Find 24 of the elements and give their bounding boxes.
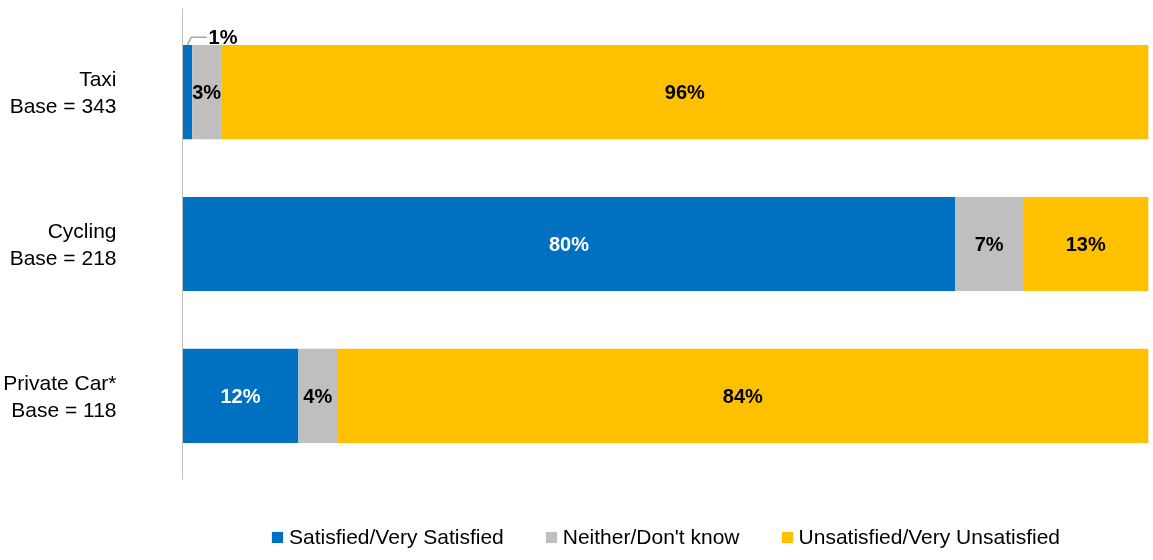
y-tick-label: Taxi Base = 343 — [9, 66, 117, 118]
y-tick-label: Cycling Base = 218 — [9, 218, 117, 270]
data-label: 96% — [664, 81, 706, 104]
legend-label: Unsatisfied/Very Unsatisfied — [798, 525, 1061, 549]
legend-label: Satisfied/Very Satisfied — [288, 525, 504, 549]
data-label: 7% — [974, 233, 1004, 256]
bar — [1022, 196, 1149, 292]
data-label: 84% — [722, 384, 764, 407]
data-label: 4% — [303, 384, 333, 407]
bar — [182, 44, 193, 140]
bar — [955, 196, 1023, 292]
bar — [182, 348, 299, 444]
bar — [298, 348, 338, 444]
data-label: 80% — [548, 233, 590, 256]
bar — [192, 44, 222, 140]
legend-label: Neither/Don't know — [562, 525, 740, 549]
data-label: 3% — [192, 81, 222, 104]
y-tick-label: Private Car* Base = 118 — [3, 370, 117, 422]
data-label: 13% — [1065, 233, 1106, 256]
data-label: 12% — [220, 384, 261, 407]
data-label: 1% — [208, 26, 238, 49]
bar — [182, 196, 956, 292]
bar — [221, 44, 1149, 140]
bar — [337, 348, 1149, 444]
